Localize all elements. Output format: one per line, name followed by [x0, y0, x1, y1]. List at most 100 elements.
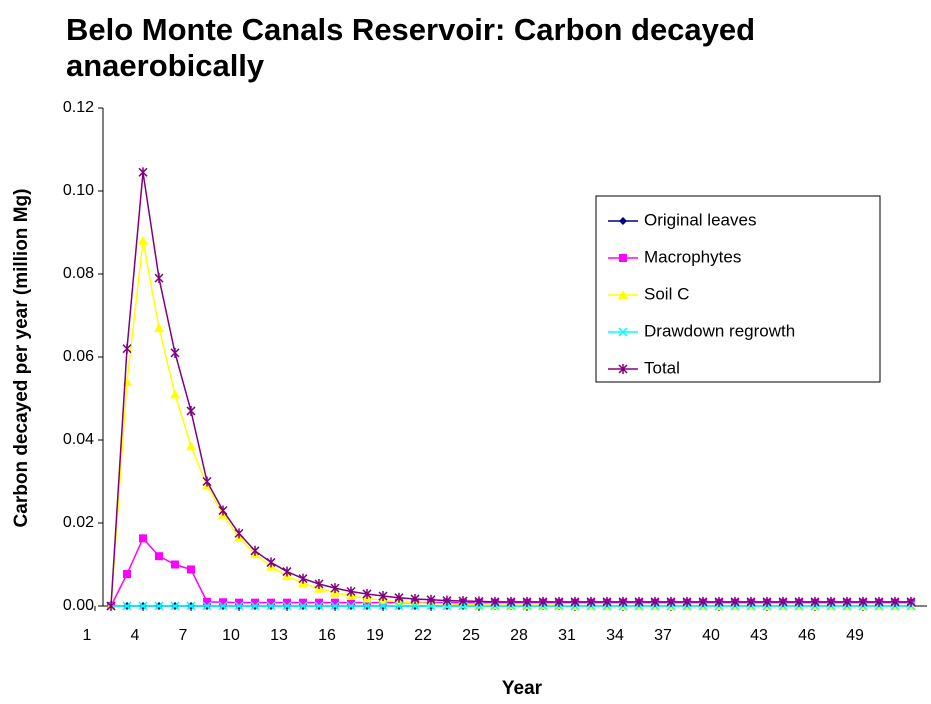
marker: [106, 601, 116, 611]
marker: [858, 596, 868, 607]
marker: [282, 601, 292, 611]
x-tick-label: 37: [654, 627, 672, 644]
x-tick-label: 49: [846, 627, 864, 644]
x-tick-label: 31: [558, 627, 576, 644]
marker: [202, 476, 212, 487]
marker: [586, 596, 596, 607]
marker: [298, 601, 308, 611]
x-tick-label: 40: [702, 627, 720, 644]
marker: [154, 273, 164, 284]
marker: [170, 601, 180, 611]
marker: [618, 290, 628, 299]
marker: [378, 591, 388, 602]
marker: [730, 596, 740, 607]
marker: [394, 592, 404, 603]
marker: [698, 596, 708, 607]
y-tick-label: 0.00: [63, 597, 94, 614]
marker: [410, 601, 420, 611]
marker: [186, 601, 196, 611]
marker: [906, 596, 916, 607]
marker: [602, 596, 612, 607]
x-tick-label: 13: [270, 627, 288, 644]
y-tick-label: 0.04: [63, 431, 94, 448]
y-axis-label: Carbon decayed per year (million Mg): [11, 189, 32, 528]
marker: [666, 596, 676, 607]
x-tick-label: 25: [462, 627, 480, 644]
marker: [299, 598, 307, 607]
marker: [219, 598, 227, 607]
legend-label: Total: [644, 358, 680, 377]
marker: [331, 598, 339, 607]
legend-label: Original leaves: [644, 210, 756, 229]
marker: [330, 583, 340, 594]
x-tick-label: 22: [414, 627, 432, 644]
marker: [650, 596, 660, 607]
marker: [794, 596, 804, 607]
marker: [570, 596, 580, 607]
x-tick-label: 46: [798, 627, 816, 644]
marker: [250, 545, 260, 556]
marker: [139, 534, 147, 543]
marker: [714, 596, 724, 607]
x-tick-label: 43: [750, 627, 768, 644]
marker: [874, 596, 884, 607]
x-tick-label: 4: [131, 627, 140, 644]
y-tick-label: 0.12: [63, 99, 94, 116]
marker: [283, 598, 291, 607]
marker: [314, 601, 324, 611]
legend-label: Soil C: [644, 284, 689, 303]
marker: [155, 552, 163, 561]
marker: [346, 586, 356, 597]
marker: [186, 405, 196, 416]
x-axis-label: Year: [502, 678, 543, 699]
x-tick-label: 10: [222, 627, 240, 644]
marker: [682, 596, 692, 607]
marker: [267, 598, 275, 607]
marker: [266, 601, 276, 611]
marker: [746, 596, 756, 607]
marker: [842, 596, 852, 607]
marker: [122, 376, 132, 386]
marker: [250, 601, 260, 611]
marker: [122, 601, 132, 611]
marker: [251, 598, 259, 607]
marker: [347, 598, 355, 607]
y-tick-label: 0.10: [63, 182, 94, 199]
marker: [187, 565, 195, 574]
series-line: [110, 536, 911, 607]
x-tick-label: 16: [318, 627, 336, 644]
marker: [138, 601, 148, 611]
marker: [634, 596, 644, 607]
marker: [826, 596, 836, 607]
marker: [618, 364, 628, 374]
marker: [762, 596, 772, 607]
marker: [554, 596, 564, 607]
marker: [154, 601, 164, 611]
marker: [378, 601, 388, 611]
x-tick-label: 7: [179, 627, 188, 644]
marker: [314, 579, 324, 590]
marker: [490, 596, 500, 607]
marker: [474, 596, 484, 607]
marker: [170, 347, 180, 358]
marker: [122, 343, 132, 354]
marker: [619, 254, 627, 262]
legend-box: [595, 195, 881, 383]
marker: [235, 598, 243, 607]
y-tick-label: 0.08: [63, 265, 94, 282]
marker: [138, 167, 148, 178]
marker: [810, 596, 820, 607]
marker: [426, 594, 436, 605]
marker: [218, 601, 228, 611]
marker: [202, 601, 212, 611]
marker: [538, 596, 548, 607]
y-tick-label: 0.02: [63, 514, 94, 531]
marker: [218, 505, 228, 516]
marker: [203, 597, 211, 606]
marker: [506, 596, 516, 607]
marker: [298, 573, 308, 584]
y-tick-label: 0.06: [63, 348, 94, 365]
legend-label: Drawdown regrowth: [644, 321, 795, 340]
marker: [778, 596, 788, 607]
